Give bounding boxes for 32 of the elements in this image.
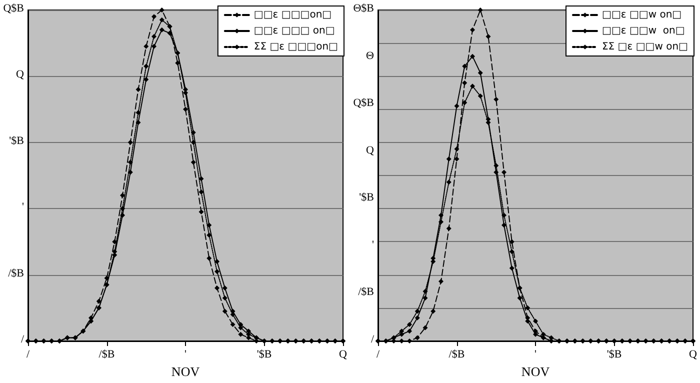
x-tick-label: ' [534, 348, 537, 360]
text: '$B [359, 192, 374, 204]
text: Q$B [353, 97, 374, 110]
x-tick-label: '$B [606, 348, 622, 360]
x-axis-title: NOV [171, 364, 200, 379]
text: Θ [366, 50, 374, 62]
x-tick-label: /$B [448, 348, 465, 360]
text: Q [16, 68, 24, 81]
text: /$B [8, 267, 24, 280]
legend-label: □□ε □□w on□ [602, 10, 682, 20]
x-axis-title: NOV [521, 364, 550, 379]
legend-label: □□ε □□□ on□ [254, 26, 335, 36]
text: / [370, 334, 375, 346]
text: '$B [9, 134, 24, 147]
x-tick-label: / [26, 348, 30, 360]
text: Q [366, 144, 374, 156]
x-tick-label: '$B [256, 348, 272, 360]
text: ' [22, 201, 24, 214]
text: / [20, 334, 25, 346]
legend-label: ΣΣ □ε □□w on□ [602, 42, 688, 52]
x-tick-label: ' [184, 348, 187, 360]
text: Θ$B [353, 2, 374, 14]
legend-label: □□ε □□w on□ [602, 26, 685, 36]
text: /$B [358, 286, 374, 298]
legend-label: ΣΣ □ε □□□on□ [254, 42, 338, 52]
x-tick-label: / [376, 348, 380, 360]
legend-label: □□ε □□□on□ [254, 10, 332, 20]
x-tick-label: Q [339, 348, 348, 360]
text: Q$B [3, 2, 24, 14]
x-tick-label: Q [689, 348, 698, 360]
x-tick-label: /$B [98, 348, 115, 360]
text: ' [372, 238, 374, 251]
